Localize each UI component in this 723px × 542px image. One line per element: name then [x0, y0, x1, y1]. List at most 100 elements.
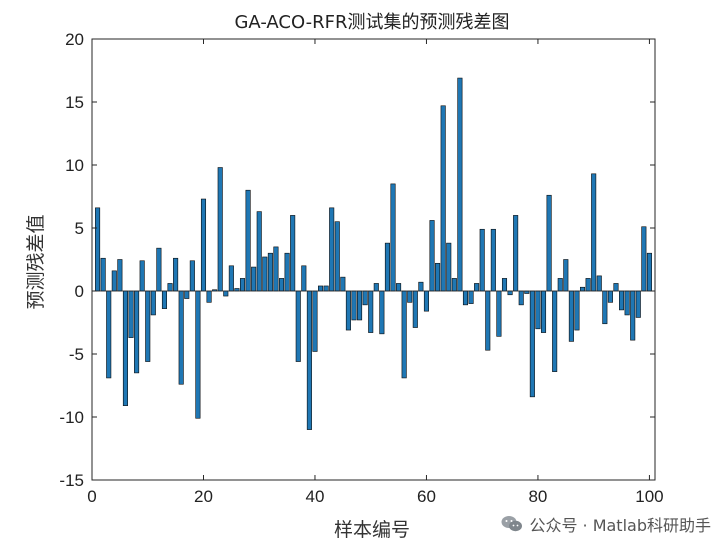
y-tick-label: 15: [65, 93, 84, 112]
bar: [546, 194, 552, 292]
y-axis-label: 预测残差值: [25, 214, 47, 309]
bar: [290, 215, 296, 292]
bar: [384, 242, 390, 292]
bar: [368, 290, 374, 333]
bar: [518, 290, 524, 306]
bar: [106, 290, 112, 379]
bar: [418, 281, 424, 292]
bar: [396, 283, 402, 292]
bar: [474, 283, 480, 292]
bar: [635, 290, 641, 318]
bar: [256, 211, 262, 292]
y-tick-label: 20: [65, 30, 84, 49]
bar: [429, 220, 435, 292]
wechat-icon: [501, 516, 523, 532]
bar: [435, 262, 441, 292]
bar: [501, 278, 508, 292]
bar: [624, 290, 630, 316]
bar: [563, 259, 569, 292]
bar: [552, 290, 558, 372]
bar: [496, 290, 502, 337]
bar: [301, 265, 307, 292]
bar: [423, 290, 429, 312]
bar: [228, 265, 234, 292]
bar: [150, 290, 156, 316]
bar: [267, 252, 273, 292]
bar: [318, 285, 324, 292]
bar: [646, 252, 652, 292]
y-tick-label: 10: [65, 156, 84, 175]
y-tick-label: -15: [59, 471, 84, 490]
bar: [585, 278, 591, 292]
bar: [602, 290, 608, 325]
bar: [357, 290, 363, 321]
bar: [239, 278, 246, 292]
bar: [490, 228, 496, 292]
bar: [362, 290, 368, 306]
bar: [251, 266, 257, 292]
bar: [200, 198, 207, 292]
y-tick-label: 5: [75, 219, 84, 238]
plot-frame: [91, 38, 656, 481]
bar: [351, 290, 357, 321]
bar: [619, 290, 625, 311]
bar: [189, 260, 195, 292]
bar: [178, 290, 184, 385]
bar: [139, 260, 145, 292]
bar: [557, 278, 563, 292]
y-tick-label: -5: [69, 345, 84, 364]
bar: [373, 283, 379, 292]
y-tick-label: -10: [59, 408, 84, 427]
bar: [100, 257, 106, 292]
x-tick-label: 40: [306, 487, 325, 506]
bar: [540, 290, 547, 333]
bar: [161, 290, 168, 309]
bar: [613, 283, 619, 292]
bar: [468, 290, 474, 304]
bar: [412, 290, 418, 328]
x-tick-label: 60: [417, 487, 436, 506]
bar: [334, 221, 340, 292]
bar: [111, 270, 117, 292]
bar: [323, 285, 329, 292]
x-tick-label: 20: [194, 487, 213, 506]
bar: [312, 290, 318, 352]
bar: [184, 290, 190, 299]
bar: [579, 286, 586, 292]
bar: [462, 290, 469, 306]
bar: [641, 226, 647, 292]
bar: [122, 290, 128, 406]
bar: [529, 290, 535, 398]
watermark: 公众号 · Matlab科研助手: [501, 512, 711, 536]
x-tick-label: 100: [635, 487, 663, 506]
bar: [134, 290, 140, 374]
bar: [329, 207, 335, 292]
bar: [535, 290, 541, 330]
bar: [485, 290, 491, 351]
bar: [278, 278, 285, 292]
bar: [457, 77, 463, 292]
bar: [273, 246, 279, 292]
x-tick-label: 80: [528, 487, 547, 506]
bar: [446, 242, 452, 292]
bar: [607, 290, 613, 303]
bar: [195, 290, 201, 419]
bar: [345, 290, 351, 331]
bar: [167, 283, 173, 292]
bar: [379, 290, 385, 335]
bar: [206, 290, 212, 303]
bar: [630, 290, 636, 341]
axes-group: -15 -10 -5 0 5 10 15 20 0 20 40 60 80 100: [59, 30, 663, 506]
bar: [401, 290, 407, 379]
bar: [117, 259, 123, 292]
bar: [479, 228, 485, 292]
bar: [95, 207, 101, 292]
bar: [156, 247, 162, 292]
bar: [596, 275, 602, 292]
bar: [145, 290, 151, 362]
bar: [223, 290, 229, 297]
bar: [507, 290, 513, 296]
bar: [284, 252, 290, 292]
bar: [245, 189, 251, 292]
